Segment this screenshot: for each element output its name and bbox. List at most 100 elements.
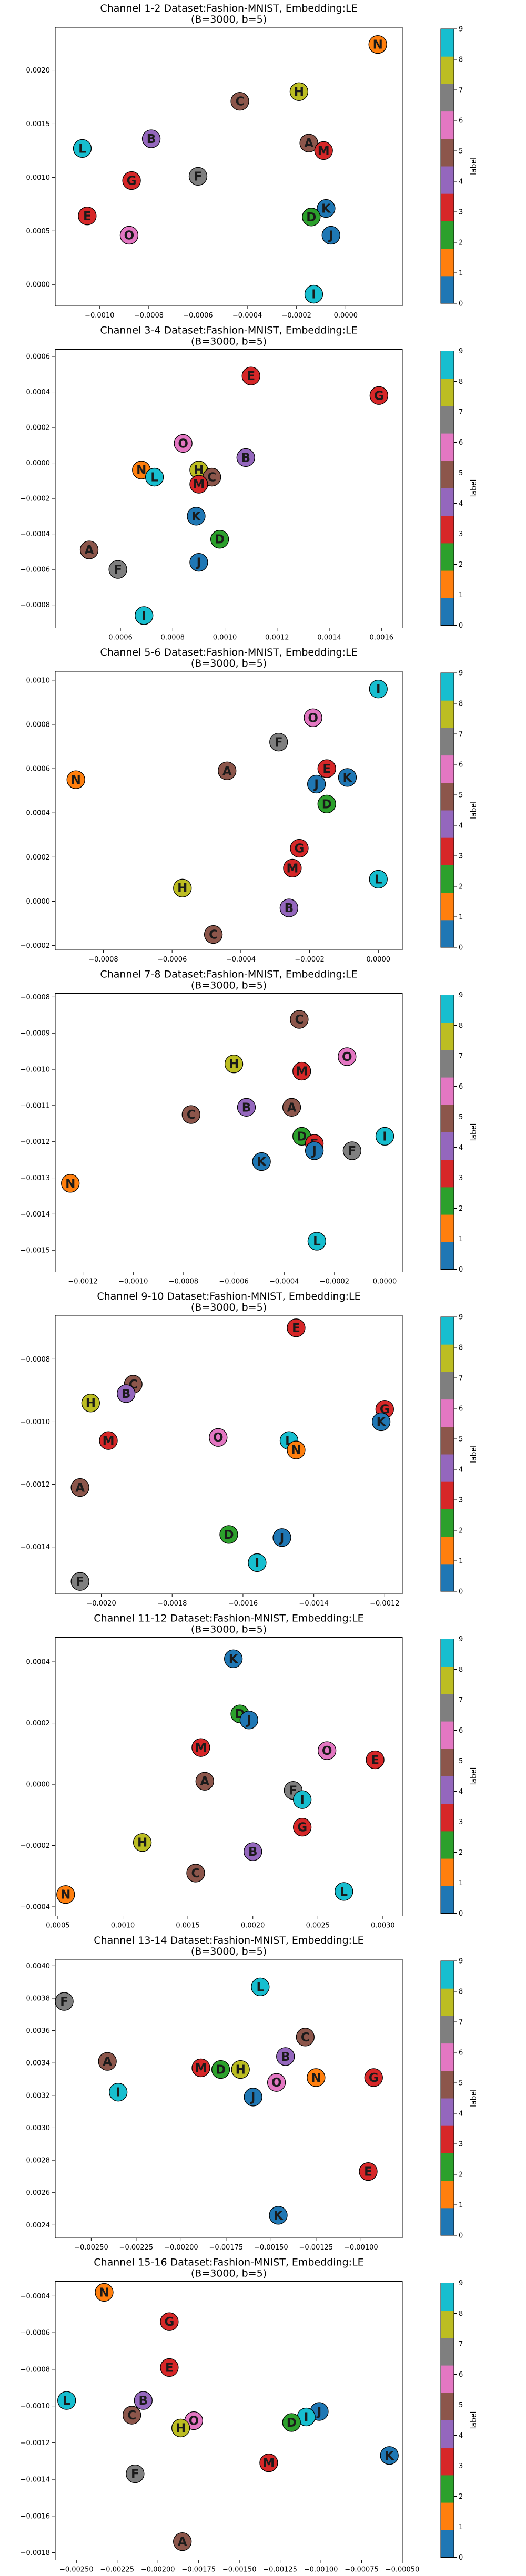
data-point-J: J	[305, 1141, 324, 1160]
x-tick-label: −0.0012	[370, 1600, 399, 1608]
x-tick-label: −0.0020	[86, 1600, 116, 1608]
x-tick-label: −0.0008	[169, 1278, 198, 1286]
colorbar-tick-label: 3	[459, 530, 463, 538]
data-point-marker	[369, 680, 388, 699]
colorbar-label: label	[470, 801, 478, 819]
x-tick-label: −0.0006	[157, 956, 187, 964]
data-point-letter: L	[257, 1980, 265, 1994]
x-tick-label: −0.00125	[299, 2244, 333, 2252]
data-point-M: M	[191, 1738, 210, 1757]
colorbar-tick-label: 0	[459, 2554, 463, 2562]
colorbar-tick-label: 5	[459, 792, 463, 800]
y-tick-label: 0.0020	[26, 67, 50, 75]
data-point-G: G	[290, 839, 309, 858]
data-point-marker	[342, 1141, 361, 1160]
data-point-N: N	[307, 2068, 326, 2087]
data-point-marker	[317, 759, 336, 778]
colorbar-tick-label: 6	[459, 2371, 463, 2379]
data-point-letter: H	[177, 882, 187, 895]
x-tick-label: 0.0000	[334, 312, 358, 320]
data-point-marker	[244, 1842, 262, 1861]
colorbar-label: label	[470, 479, 478, 497]
data-point-marker	[145, 467, 164, 487]
data-point-marker	[231, 2060, 250, 2079]
y-tick-label: −0.0004	[21, 1904, 50, 1911]
data-point-marker	[173, 2532, 192, 2551]
data-point-letter: D	[215, 533, 225, 547]
colorbar-tick-label: 1	[459, 270, 463, 278]
data-point-letter: B	[241, 451, 250, 465]
data-point-letter: K	[385, 2449, 394, 2463]
chart-panel-4: Channel 7-8 Dataset:Fashion-MNIST, Embed…	[21, 969, 478, 1286]
colorbar-frame	[440, 351, 454, 626]
data-point-B: B	[117, 1384, 136, 1403]
data-point-letter: L	[313, 1235, 321, 1249]
axes-frame	[55, 1637, 403, 1916]
data-point-G: G	[160, 2312, 179, 2331]
data-point-marker	[369, 870, 388, 889]
colorbar-tick-label: 2	[459, 2171, 463, 2179]
colorbar-tick-label: 0	[459, 1910, 463, 1918]
data-point-letter: N	[373, 38, 383, 52]
y-tick-label: −0.0018	[21, 2549, 50, 2557]
y-tick-label: −0.0013	[21, 1174, 50, 1182]
axes-frame	[55, 349, 403, 628]
data-point-letter: I	[300, 1793, 305, 1807]
data-point-A: A	[79, 540, 99, 559]
colorbar-tick-label: 1	[459, 2523, 463, 2531]
data-point-letter: O	[322, 1744, 332, 1758]
colorbar-segment	[441, 248, 454, 277]
data-point-marker	[211, 2060, 230, 2079]
x-tick-label: −0.00150	[254, 2244, 288, 2252]
data-point-letter: E	[364, 2165, 372, 2179]
data-point-letter: C	[301, 2031, 310, 2045]
x-tick-label: 0.0000	[373, 1278, 397, 1286]
data-point-letter: N	[136, 464, 146, 477]
data-point-H: H	[171, 2418, 190, 2438]
data-point-F: F	[108, 560, 127, 579]
colorbar-frame	[440, 2283, 454, 2558]
colorbar-tick-label: 6	[459, 439, 463, 447]
data-point-J: J	[307, 774, 326, 794]
data-point-K: K	[224, 1649, 243, 1668]
data-point-marker	[224, 1055, 244, 1074]
data-point-letter: O	[308, 711, 318, 725]
data-point-letter: B	[242, 1101, 251, 1115]
colorbar-label: label	[470, 157, 478, 175]
colorbar-segment	[441, 56, 454, 84]
colorbar-segment	[441, 1132, 454, 1160]
colorbar-tick-label: 0	[459, 2232, 463, 2240]
data-point-C: C	[186, 1864, 205, 1883]
data-point-marker	[133, 1833, 152, 1852]
colorbar-tick-label: 5	[459, 469, 463, 477]
y-tick-label: 0.0008	[26, 721, 50, 729]
data-point-marker	[55, 1992, 74, 2011]
colorbar-segment	[441, 2283, 454, 2311]
colorbar-tick-label: 1	[459, 1879, 463, 1887]
data-point-H: H	[133, 1833, 152, 1852]
colorbar-tick-label: 8	[459, 1022, 463, 1030]
data-point-marker	[191, 1738, 210, 1757]
colorbar-tick-label: 0	[459, 1266, 463, 1274]
data-point-letter: G	[295, 842, 305, 856]
data-point-letter: J	[246, 1714, 251, 1727]
data-point-marker	[293, 1790, 312, 1809]
data-point-letter: N	[99, 2286, 109, 2299]
data-point-marker	[314, 141, 333, 160]
colorbar-tick-label: 7	[459, 2019, 463, 2027]
colorbar: 0 1 2 3 4 5 6 7 8 9 label	[440, 2279, 478, 2562]
data-point-letter: M	[195, 1741, 207, 1755]
data-point-marker	[259, 2454, 278, 2472]
colorbar-tick-label: 9	[459, 1958, 463, 1966]
y-tick-label: −0.0010	[21, 1418, 50, 1426]
data-point-N: N	[368, 35, 387, 54]
chart-title: Channel 3-4 Dataset:Fashion-MNIST, Embed…	[100, 325, 357, 336]
colorbar-tick-label: 3	[459, 209, 463, 217]
data-point-I: I	[369, 680, 388, 699]
data-point-marker	[290, 839, 309, 858]
colorbar: 0 1 2 3 4 5 6 7 8 9 label	[440, 1958, 478, 2240]
colorbar-label: label	[470, 2411, 478, 2429]
data-point-marker	[56, 1885, 75, 1904]
data-point-letter: M	[318, 144, 330, 158]
data-point-marker	[57, 2391, 76, 2410]
